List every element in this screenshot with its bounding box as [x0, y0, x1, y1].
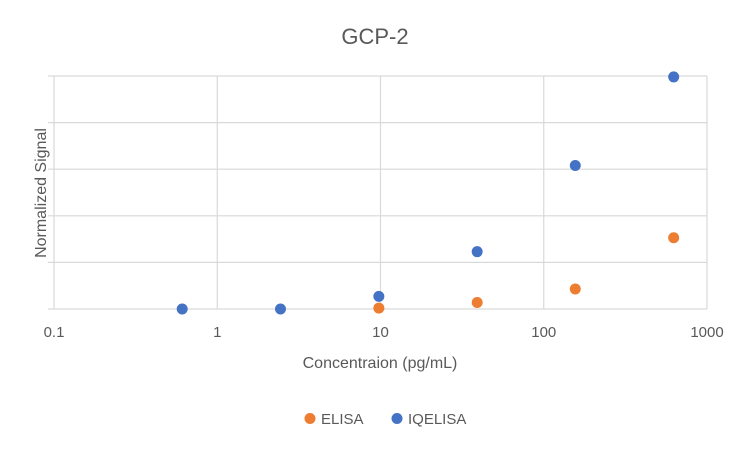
elisa-data-point	[569, 283, 581, 295]
data-points	[176, 71, 680, 315]
y-axis-label: Normalized Signal	[33, 128, 50, 258]
legend: ELISA IQELISA	[304, 411, 466, 428]
iqelisa-data-point	[176, 303, 188, 315]
chart-title: GCP-2	[341, 24, 408, 49]
x-tick-labels: 0.1 1 10 100 1000	[44, 324, 724, 341]
elisa-data-point	[668, 232, 680, 244]
x-tick-label: 1	[213, 324, 221, 341]
iqelisa-legend-marker	[391, 413, 403, 424]
x-tick-label: 100	[531, 324, 556, 341]
iqelisa-data-point	[274, 303, 286, 315]
x-tick-label: 10	[372, 324, 389, 341]
elisa-legend-label: ELISA	[321, 411, 364, 428]
x-tick-label: 1000	[690, 324, 723, 341]
elisa-legend-marker	[304, 413, 316, 424]
elisa-data-point	[471, 296, 483, 308]
x-axis-label: Concentraion (pg/mL)	[303, 355, 458, 372]
iqelisa-data-point	[668, 71, 680, 83]
elisa-data-point	[373, 302, 385, 314]
iqelisa-data-point	[471, 246, 483, 258]
x-tick-label: 0.1	[44, 324, 65, 341]
iqelisa-data-point	[569, 159, 581, 171]
iqelisa-data-point	[373, 290, 385, 302]
gridlines	[48, 75, 708, 310]
iqelisa-legend-label: IQELISA	[408, 411, 466, 428]
